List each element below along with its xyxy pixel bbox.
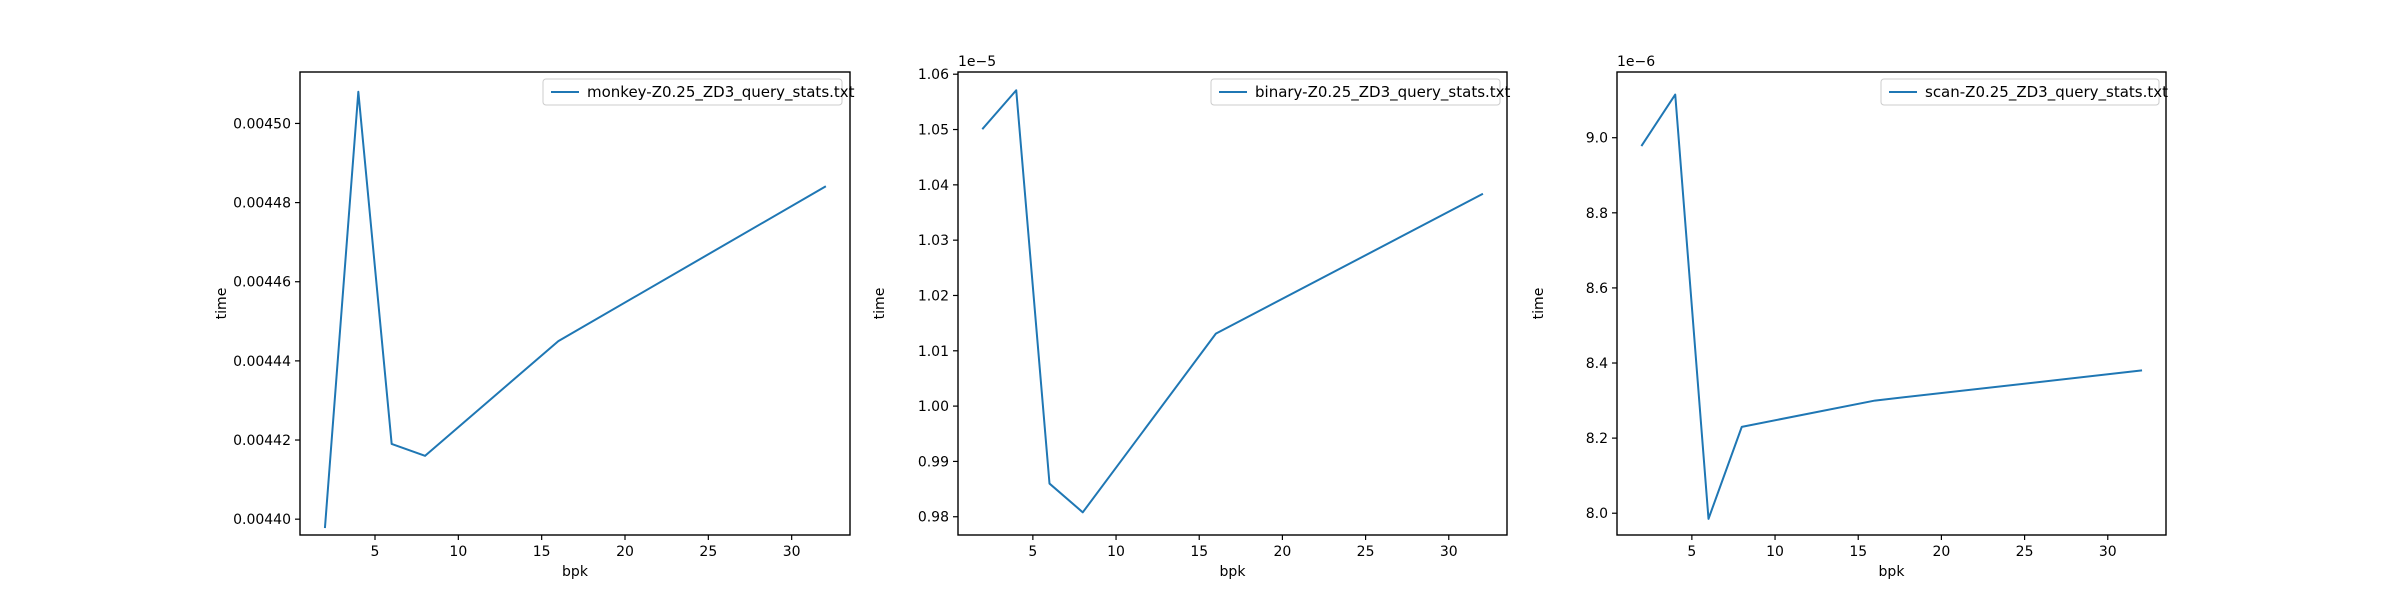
x-tick-label: 15: [1849, 544, 1867, 560]
chart-panel-2: 5 10 15 20 25 30 0.98 0.99 1.00 1.01 1.02 1.03 1.04 1…: [872, 54, 1511, 580]
x-tick-label: 25: [2016, 544, 2034, 560]
legend-label: scan-Z0.25_ZD3_query_stats.txt: [1925, 83, 2168, 102]
y-axis-label: time: [1531, 288, 1547, 320]
x-tick-label: 10: [1107, 544, 1125, 560]
y-tick-label: 0.99: [918, 454, 949, 470]
y-tick-label: 9.0: [1586, 131, 1608, 147]
x-axis-label: bpk: [1220, 564, 1247, 580]
y-tick-label: 0.00444: [233, 354, 291, 370]
x-tick-label: 20: [616, 544, 634, 560]
legend: monkey-Z0.25_ZD3_query_stats.txt: [542, 78, 855, 106]
y-tick-label: 8.8: [1586, 206, 1608, 222]
x-tick-label: 15: [533, 544, 551, 560]
x-tick-label: 30: [2099, 544, 2117, 560]
legend-label: monkey-Z0.25_ZD3_query_stats.txt: [587, 83, 855, 102]
series-line: [1640, 93, 2143, 520]
x-tick-label: 10: [449, 544, 467, 560]
y-tick-label: 1.00: [918, 399, 949, 415]
series-line: [323, 90, 827, 529]
x-tick-label: 15: [1190, 544, 1208, 560]
axes-frame: [1616, 71, 2167, 536]
x-tick-label: 10: [1766, 544, 1784, 560]
y-tick-label: 0.98: [918, 510, 949, 526]
axes-frame: [299, 71, 851, 536]
series-line: [981, 89, 1484, 514]
chart-panel-1: 5 10 15 20 25 30 0.00440 0.00442 0.00444 0.00446 0…: [214, 71, 855, 580]
y-tick-label: 1.04: [918, 178, 949, 194]
y-tick-label: 8.4: [1586, 356, 1608, 372]
y-tick-label: 8.0: [1586, 506, 1608, 522]
y-tick-label: 1.01: [918, 344, 949, 360]
y-tick-label: 0.00442: [233, 433, 291, 449]
y-offset-text: 1e−5: [958, 54, 996, 70]
legend: binary-Z0.25_ZD3_query_stats.txt: [1210, 78, 1511, 106]
y-tick-label: 0.00446: [233, 275, 291, 291]
axes-frame: [957, 71, 1508, 536]
y-tick-label: 0.00448: [233, 196, 291, 212]
x-tick-label: 30: [783, 544, 801, 560]
x-tick-label: 25: [1357, 544, 1375, 560]
x-axis-label: bpk: [562, 564, 589, 580]
y-tick-label: 1.06: [918, 67, 949, 83]
y-tick-label: 8.2: [1586, 431, 1608, 447]
x-tick-label: 5: [1687, 544, 1696, 560]
x-tick-label: 5: [1028, 544, 1037, 560]
y-tick-label: 1.03: [918, 233, 949, 249]
legend-box: [1880, 78, 2160, 106]
y-offset-text: 1e−6: [1617, 54, 1655, 70]
x-tick-label: 20: [1273, 544, 1291, 560]
legend-box: [1210, 78, 1501, 106]
y-tick-label: 0.00440: [233, 512, 291, 528]
x-tick-label: 25: [699, 544, 717, 560]
legend: scan-Z0.25_ZD3_query_stats.txt: [1880, 78, 2168, 106]
x-tick-label: 5: [371, 544, 380, 560]
x-tick-label: 20: [1932, 544, 1950, 560]
y-tick-label: 1.05: [918, 123, 949, 139]
y-axis-label: time: [214, 288, 230, 320]
y-tick-label: 0.00450: [233, 116, 291, 132]
chart-panel-3: 5 10 15 20 25 30 8.0 8.2 8.4 8.6 8.8 9.0 bpk time 1e−6…: [1531, 54, 2168, 580]
legend-label: binary-Z0.25_ZD3_query_stats.txt: [1255, 83, 1511, 102]
legend-box: [542, 78, 843, 106]
x-axis-label: bpk: [1879, 564, 1906, 580]
y-tick-label: 1.02: [918, 288, 949, 304]
y-tick-label: 8.6: [1586, 281, 1608, 297]
x-tick-label: 30: [1440, 544, 1458, 560]
y-axis-label: time: [872, 288, 888, 320]
